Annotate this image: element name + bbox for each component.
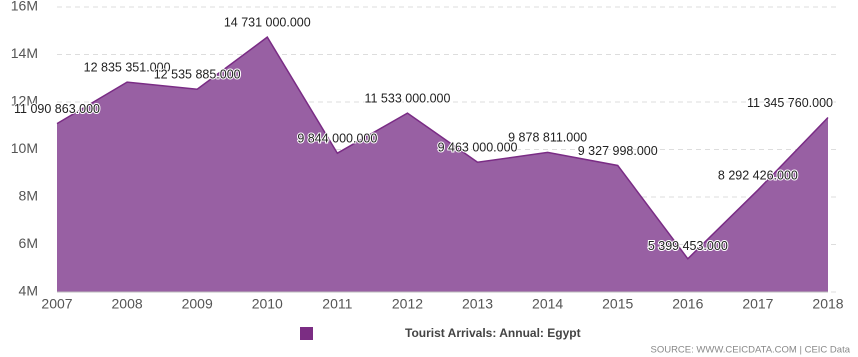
y-tick-label: 8M	[19, 188, 38, 204]
value-label: 9 878 811.000	[508, 131, 587, 145]
legend-label: Tourist Arrivals: Annual: Egypt	[405, 326, 581, 340]
value-label: 12 835 351.000	[84, 60, 171, 74]
y-tick-label: 6M	[19, 235, 38, 251]
x-tick-label: 2010	[252, 296, 283, 312]
y-tick-label: 14M	[11, 45, 38, 61]
x-tick-label: 2016	[672, 296, 703, 312]
value-label: 5 399 453.000	[648, 239, 728, 253]
value-label: 14 731 000.000	[224, 15, 311, 29]
x-tick-label: 2017	[742, 296, 773, 312]
source: SOURCE: WWW.CEICDATA.COM | CEIC Data	[650, 345, 850, 356]
y-tick-label: 10M	[11, 140, 38, 156]
x-tick-label: 2011	[322, 296, 352, 312]
value-label: 9 463 000.000	[438, 141, 518, 155]
line	[56, 36, 829, 260]
area	[57, 37, 828, 292]
legend-swatch	[300, 327, 313, 340]
value-label: 8 292 426.000	[718, 168, 798, 182]
value-label: 9 327 998.000	[578, 144, 658, 158]
y-tick-label: 16M	[11, 0, 38, 14]
y-tick-label: 4M	[19, 283, 38, 299]
x-tick-label: 2007	[41, 296, 72, 312]
y-tick-label: 12M	[11, 93, 38, 109]
x-tick-label: 2015	[602, 296, 633, 312]
value-label: 9 844 000.000	[297, 132, 377, 146]
x-tick-label: 2012	[392, 296, 423, 312]
value-label: 11 090 863.000	[14, 102, 100, 116]
x-tick-label: 2008	[112, 296, 143, 312]
x-tick-label: 2014	[532, 296, 563, 312]
x-tick-label: 2009	[182, 296, 213, 312]
value-label: 11 345 760.000	[747, 96, 833, 110]
value-label: 12 535 885.000	[154, 68, 241, 82]
x-tick-label: 2018	[812, 296, 843, 312]
value-label: 11 533 000.000	[364, 91, 450, 105]
x-tick-label: 2013	[462, 296, 493, 312]
